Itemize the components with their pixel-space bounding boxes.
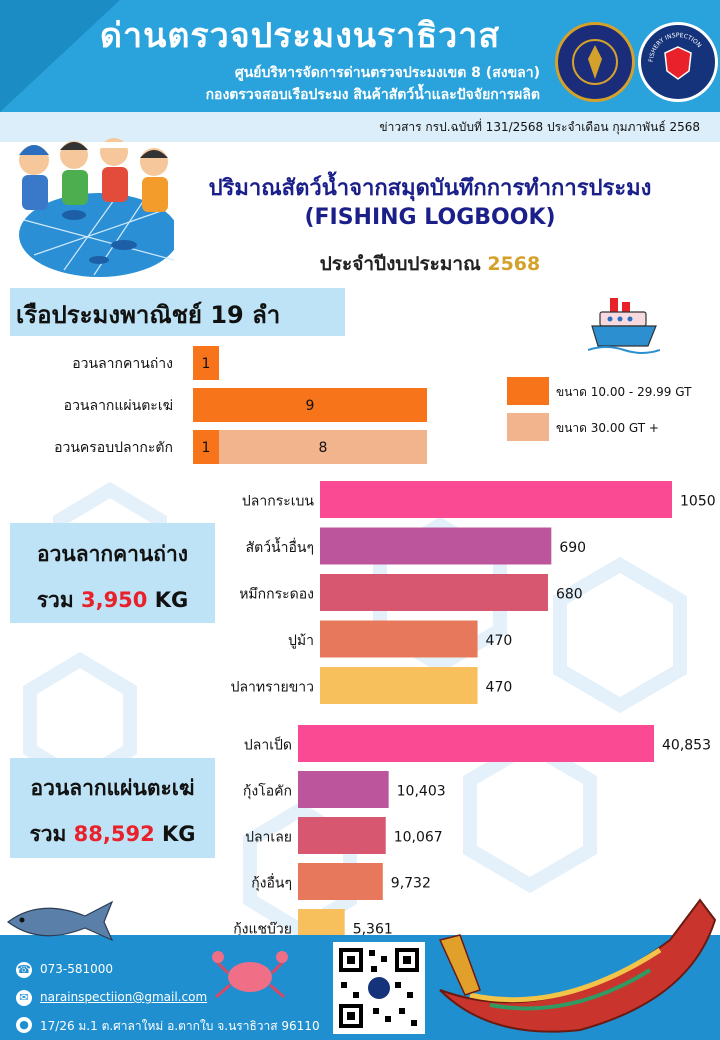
data-label: 1050 <box>680 494 716 510</box>
main-title: ปริมาณสัตว์น้ำจากสมุดบันทึกการทำการประมง <box>208 176 652 201</box>
fiscal-year-title: ประจำปีงบประมาณ 2568 <box>170 249 690 279</box>
header-title: ด่านตรวจประมงนราธิวาส <box>99 16 501 56</box>
total-prefix: รวม <box>29 822 67 846</box>
header-subtitle-2: กองตรวจสอบเรือประมง สินค้าสัตว์น้ำและปัจ… <box>205 87 540 103</box>
legend-label: ขนาด 30.00 GT + <box>556 421 659 435</box>
fleet-box <box>10 288 345 336</box>
news-issue-text: ข่าวสาร กรป.ฉบับที่ 131/2568 ประจำเดือน … <box>379 120 700 134</box>
category-label: อวนลากแผ่นตะเฆ่ <box>64 398 173 414</box>
bar <box>320 667 478 704</box>
data-label: 9,732 <box>391 876 431 892</box>
category-label: ปลาเป็ด <box>244 736 292 754</box>
data-label: 1 <box>202 356 211 372</box>
legend-swatch <box>507 377 549 405</box>
total-unit: KG <box>154 588 189 612</box>
category-label: กุ้งแชบ๊วย <box>233 922 292 938</box>
category-label: หมึกกระดอง <box>239 587 314 603</box>
vessel-gear-chart: อวนลากคานถ่าง 1 อวนลากแผ่นตะเฆ่ 9 อวนครอบปลา… <box>54 346 692 464</box>
bar <box>320 574 548 611</box>
news-strip <box>0 112 720 142</box>
data-label: 470 <box>486 633 513 649</box>
data-label: 690 <box>559 540 586 556</box>
bar-segment <box>193 430 219 464</box>
data-label: 40,853 <box>662 738 711 754</box>
otter-board-group-title: อวนลากแผ่นตะเฆ่ <box>30 776 195 800</box>
main-title-english: (FISHING LOGBOOK) <box>304 205 556 230</box>
data-label: 470 <box>486 680 513 696</box>
beam-trawl-total-box <box>10 523 215 623</box>
location-icon: ● <box>16 1017 32 1033</box>
data-label: 10,067 <box>394 830 443 846</box>
fiscal-year-value: 2568 <box>487 253 541 275</box>
otter-board-total: รวม 88,592 KG <box>10 818 215 851</box>
data-label: 680 <box>556 587 583 603</box>
bar-segment <box>193 346 219 380</box>
bar <box>298 725 654 762</box>
qr-code-icon <box>339 948 419 1028</box>
email-icon: ✉ <box>16 990 32 1006</box>
bar-segment <box>219 430 427 464</box>
category-label: กุ้งโอคัก <box>243 783 292 800</box>
tuna-fish-illustration <box>6 900 114 942</box>
total-value: 88,592 <box>73 822 155 846</box>
category-label: ปูม้า <box>288 633 314 649</box>
phone-icon: ☎ <box>16 962 32 978</box>
beam-trawl-total: รวม 3,950 KG <box>10 584 215 617</box>
otter-board-species-chart: ปลาเป็ด 40,853 กุ้งโอคัก 10,403 ปลาเลย 10,067… <box>233 725 711 946</box>
shield-icon: FISHERY INSPECTION <box>648 32 703 80</box>
category-label: สัตว์น้ำอื่นๆ <box>246 537 314 556</box>
data-label: 1 <box>202 440 211 456</box>
legend-swatch <box>507 413 549 441</box>
ship-icon <box>588 298 660 354</box>
total-value: 3,950 <box>80 588 148 612</box>
category-label: ปลาทรายขาว <box>231 680 314 696</box>
bar-segment <box>193 388 427 422</box>
seal-icon <box>572 39 618 85</box>
fleet-count-label: เรือประมงพาณิชย์ 19 ลำ <box>16 301 281 329</box>
header-decoration <box>0 0 120 112</box>
fiscal-year-prefix: ประจำปีงบประมาณ <box>319 253 481 275</box>
qr-code[interactable] <box>333 942 425 1034</box>
kolae-boat-illustration <box>438 898 717 1033</box>
data-label: 5,361 <box>353 922 393 938</box>
total-unit: KG <box>162 822 196 846</box>
category-label: ปลากระเบน <box>242 494 315 510</box>
bar <box>298 771 389 808</box>
beam-trawl-group-title: อวนลากคานถ่าง <box>36 542 189 566</box>
fishery-inspection-logo: FISHERY INSPECTION <box>638 22 718 102</box>
category-label: ปลาเลย <box>245 830 292 846</box>
legend-label: ขนาด 10.00 - 29.99 GT <box>556 385 692 399</box>
footer-address: 17/26 ม.1 ต.ศาลาใหม่ อ.ตากใบ จ.นราธิวาส … <box>40 1019 320 1033</box>
beam-trawl-species-chart: ปลากระเบน 1050 สัตว์น้ำอื่นๆ 690 หมึกกระดอง 6… <box>231 481 716 704</box>
fishermen-illustration <box>19 138 174 277</box>
data-label: 8 <box>319 440 328 456</box>
data-label: 10,403 <box>397 784 446 800</box>
footer-phone[interactable]: 073-581000 <box>40 962 114 976</box>
total-prefix: รวม <box>36 588 74 612</box>
category-label: อวนลากคานถ่าง <box>72 356 173 372</box>
category-label: กุ้งอื่นๆ <box>251 874 292 892</box>
bar <box>320 620 478 658</box>
bar <box>320 481 672 518</box>
bar <box>298 817 386 854</box>
header-subtitle-1: ศูนย์บริหารจัดการด่านตรวจประมงเขต 8 (สงข… <box>234 65 540 81</box>
bar <box>320 527 552 565</box>
bar <box>298 863 383 900</box>
data-label: 9 <box>306 398 315 414</box>
category-label: อวนครอบปลากะตัก <box>54 440 173 456</box>
footer-email[interactable]: narainspectiion@gmail.com <box>40 990 208 1004</box>
otter-board-total-box <box>10 758 215 858</box>
crab-illustration <box>212 951 288 999</box>
department-logo <box>555 22 635 102</box>
